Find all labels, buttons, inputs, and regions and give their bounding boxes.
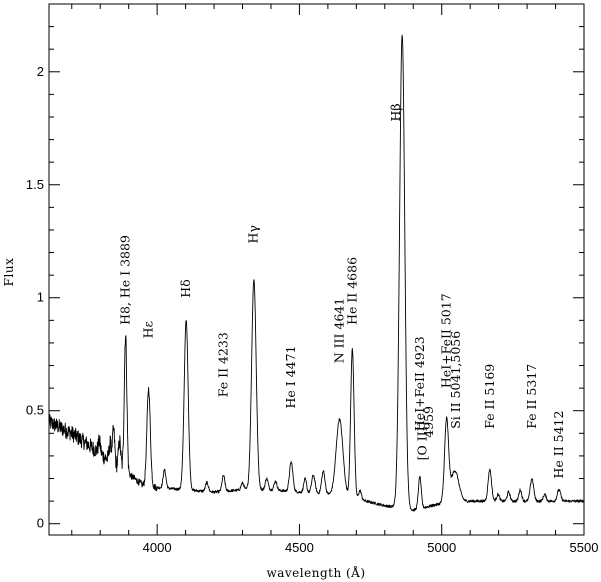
line-annotation: H8, He I 3889 [118, 235, 133, 325]
line-annotation: He II 5412 [551, 411, 566, 479]
line-annotation: Si II 5041,5056 [448, 331, 463, 429]
line-annotation: HeI+FeII 4923 [412, 336, 427, 431]
line-annotation: Fe II 5169 [482, 364, 497, 429]
line-annotation: Hε [141, 321, 156, 338]
plot-frame [48, 3, 585, 536]
y-axis-label: Flux [2, 258, 16, 287]
y-tick-label: 1.5 [26, 177, 44, 192]
line-annotation: He I 4471 [283, 346, 298, 409]
line-annotation: [O III] [415, 422, 430, 461]
y-tick-label: 0.5 [26, 403, 44, 418]
x-tick-label: 4500 [285, 540, 314, 555]
line-annotation: Fe II 5317 [524, 364, 539, 429]
y-tick-label: 1 [37, 290, 44, 305]
x-tick-label: 4000 [143, 540, 172, 555]
y-tick-label: 0 [37, 516, 44, 531]
line-annotation: 4959 [421, 406, 436, 438]
x-tick-label: 5500 [570, 540, 599, 555]
line-annotation: Hγ [245, 225, 260, 243]
x-axis-label: wavelength (Å) [266, 565, 365, 580]
spectrum-line [48, 34, 585, 512]
y-tick-label: 2 [37, 64, 44, 79]
line-annotations: H8, He I 3889 Hε Hδ Fe II 4233 Hγ He I 4471 N … [118, 103, 566, 478]
line-annotation: Fe II 4233 [215, 332, 230, 397]
line-annotation: Hδ [178, 279, 193, 297]
x-tick-label: 5000 [427, 540, 456, 555]
axis-ticks [49, 4, 585, 535]
tick-labels: 4000 4500 5000 5500 0 0.5 1 1.5 2 [26, 64, 599, 555]
line-annotation: Hβ [388, 103, 403, 121]
line-annotation: He II 4686 [344, 257, 359, 325]
line-annotation: N III 4641 [332, 298, 347, 364]
line-annotation: HeI+FeII 5017 [439, 293, 454, 388]
